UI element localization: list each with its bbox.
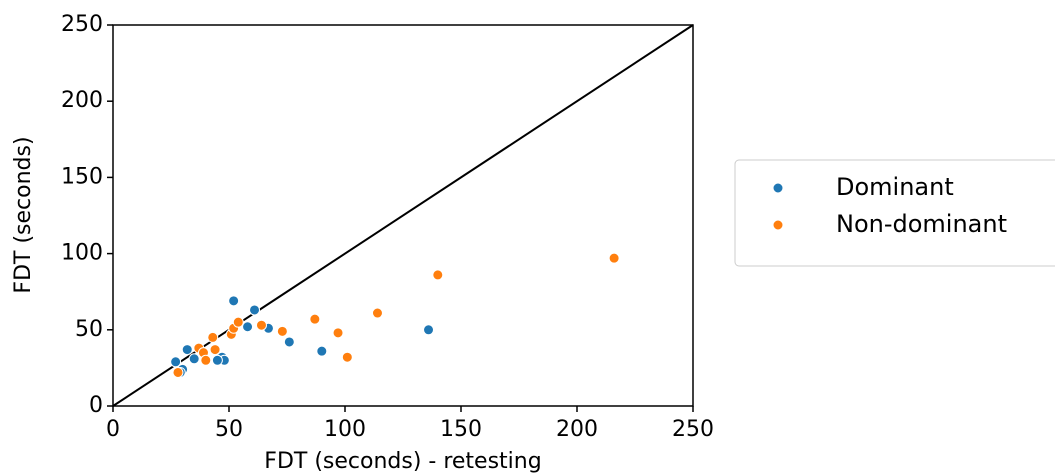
point xyxy=(341,351,353,363)
y-tick-label: 150 xyxy=(61,164,103,189)
point xyxy=(276,325,288,337)
x-tick-label: 0 xyxy=(106,417,120,442)
legend-label: Dominant xyxy=(836,173,954,201)
point xyxy=(283,336,295,348)
point xyxy=(211,354,223,366)
point xyxy=(242,321,254,333)
y-tick-label: 0 xyxy=(89,393,103,418)
y-axis-label: FDT (seconds) xyxy=(11,136,36,293)
legend-marker xyxy=(772,219,784,231)
point xyxy=(332,327,344,339)
point xyxy=(371,307,383,319)
y-tick-label: 200 xyxy=(61,88,103,113)
x-tick-label: 200 xyxy=(556,417,598,442)
x-tick-label: 100 xyxy=(324,417,366,442)
y-tick-label: 100 xyxy=(61,241,103,266)
point xyxy=(181,344,193,356)
x-tick-label: 250 xyxy=(672,417,714,442)
point xyxy=(423,324,435,336)
x-tick-label: 50 xyxy=(215,417,243,442)
y-tick-label: 50 xyxy=(75,317,103,342)
x-tick-label: 150 xyxy=(440,417,482,442)
legend-marker xyxy=(772,182,784,194)
x-axis-label: FDT (seconds) - retesting xyxy=(264,449,541,474)
point xyxy=(228,295,240,307)
point xyxy=(316,345,328,357)
plot-frame xyxy=(112,24,694,407)
point xyxy=(432,269,444,281)
legend-label: Non-dominant xyxy=(836,210,1007,238)
point xyxy=(170,356,182,368)
point xyxy=(232,316,244,328)
point xyxy=(188,353,200,365)
point xyxy=(608,252,620,264)
diagonal-line xyxy=(112,24,694,407)
point xyxy=(207,331,219,343)
point xyxy=(172,366,184,378)
point xyxy=(309,313,321,325)
point xyxy=(249,304,261,316)
point xyxy=(200,354,212,366)
legend-box xyxy=(734,159,1055,267)
point xyxy=(209,344,221,356)
point xyxy=(255,319,267,331)
y-tick-label: 250 xyxy=(61,12,103,37)
